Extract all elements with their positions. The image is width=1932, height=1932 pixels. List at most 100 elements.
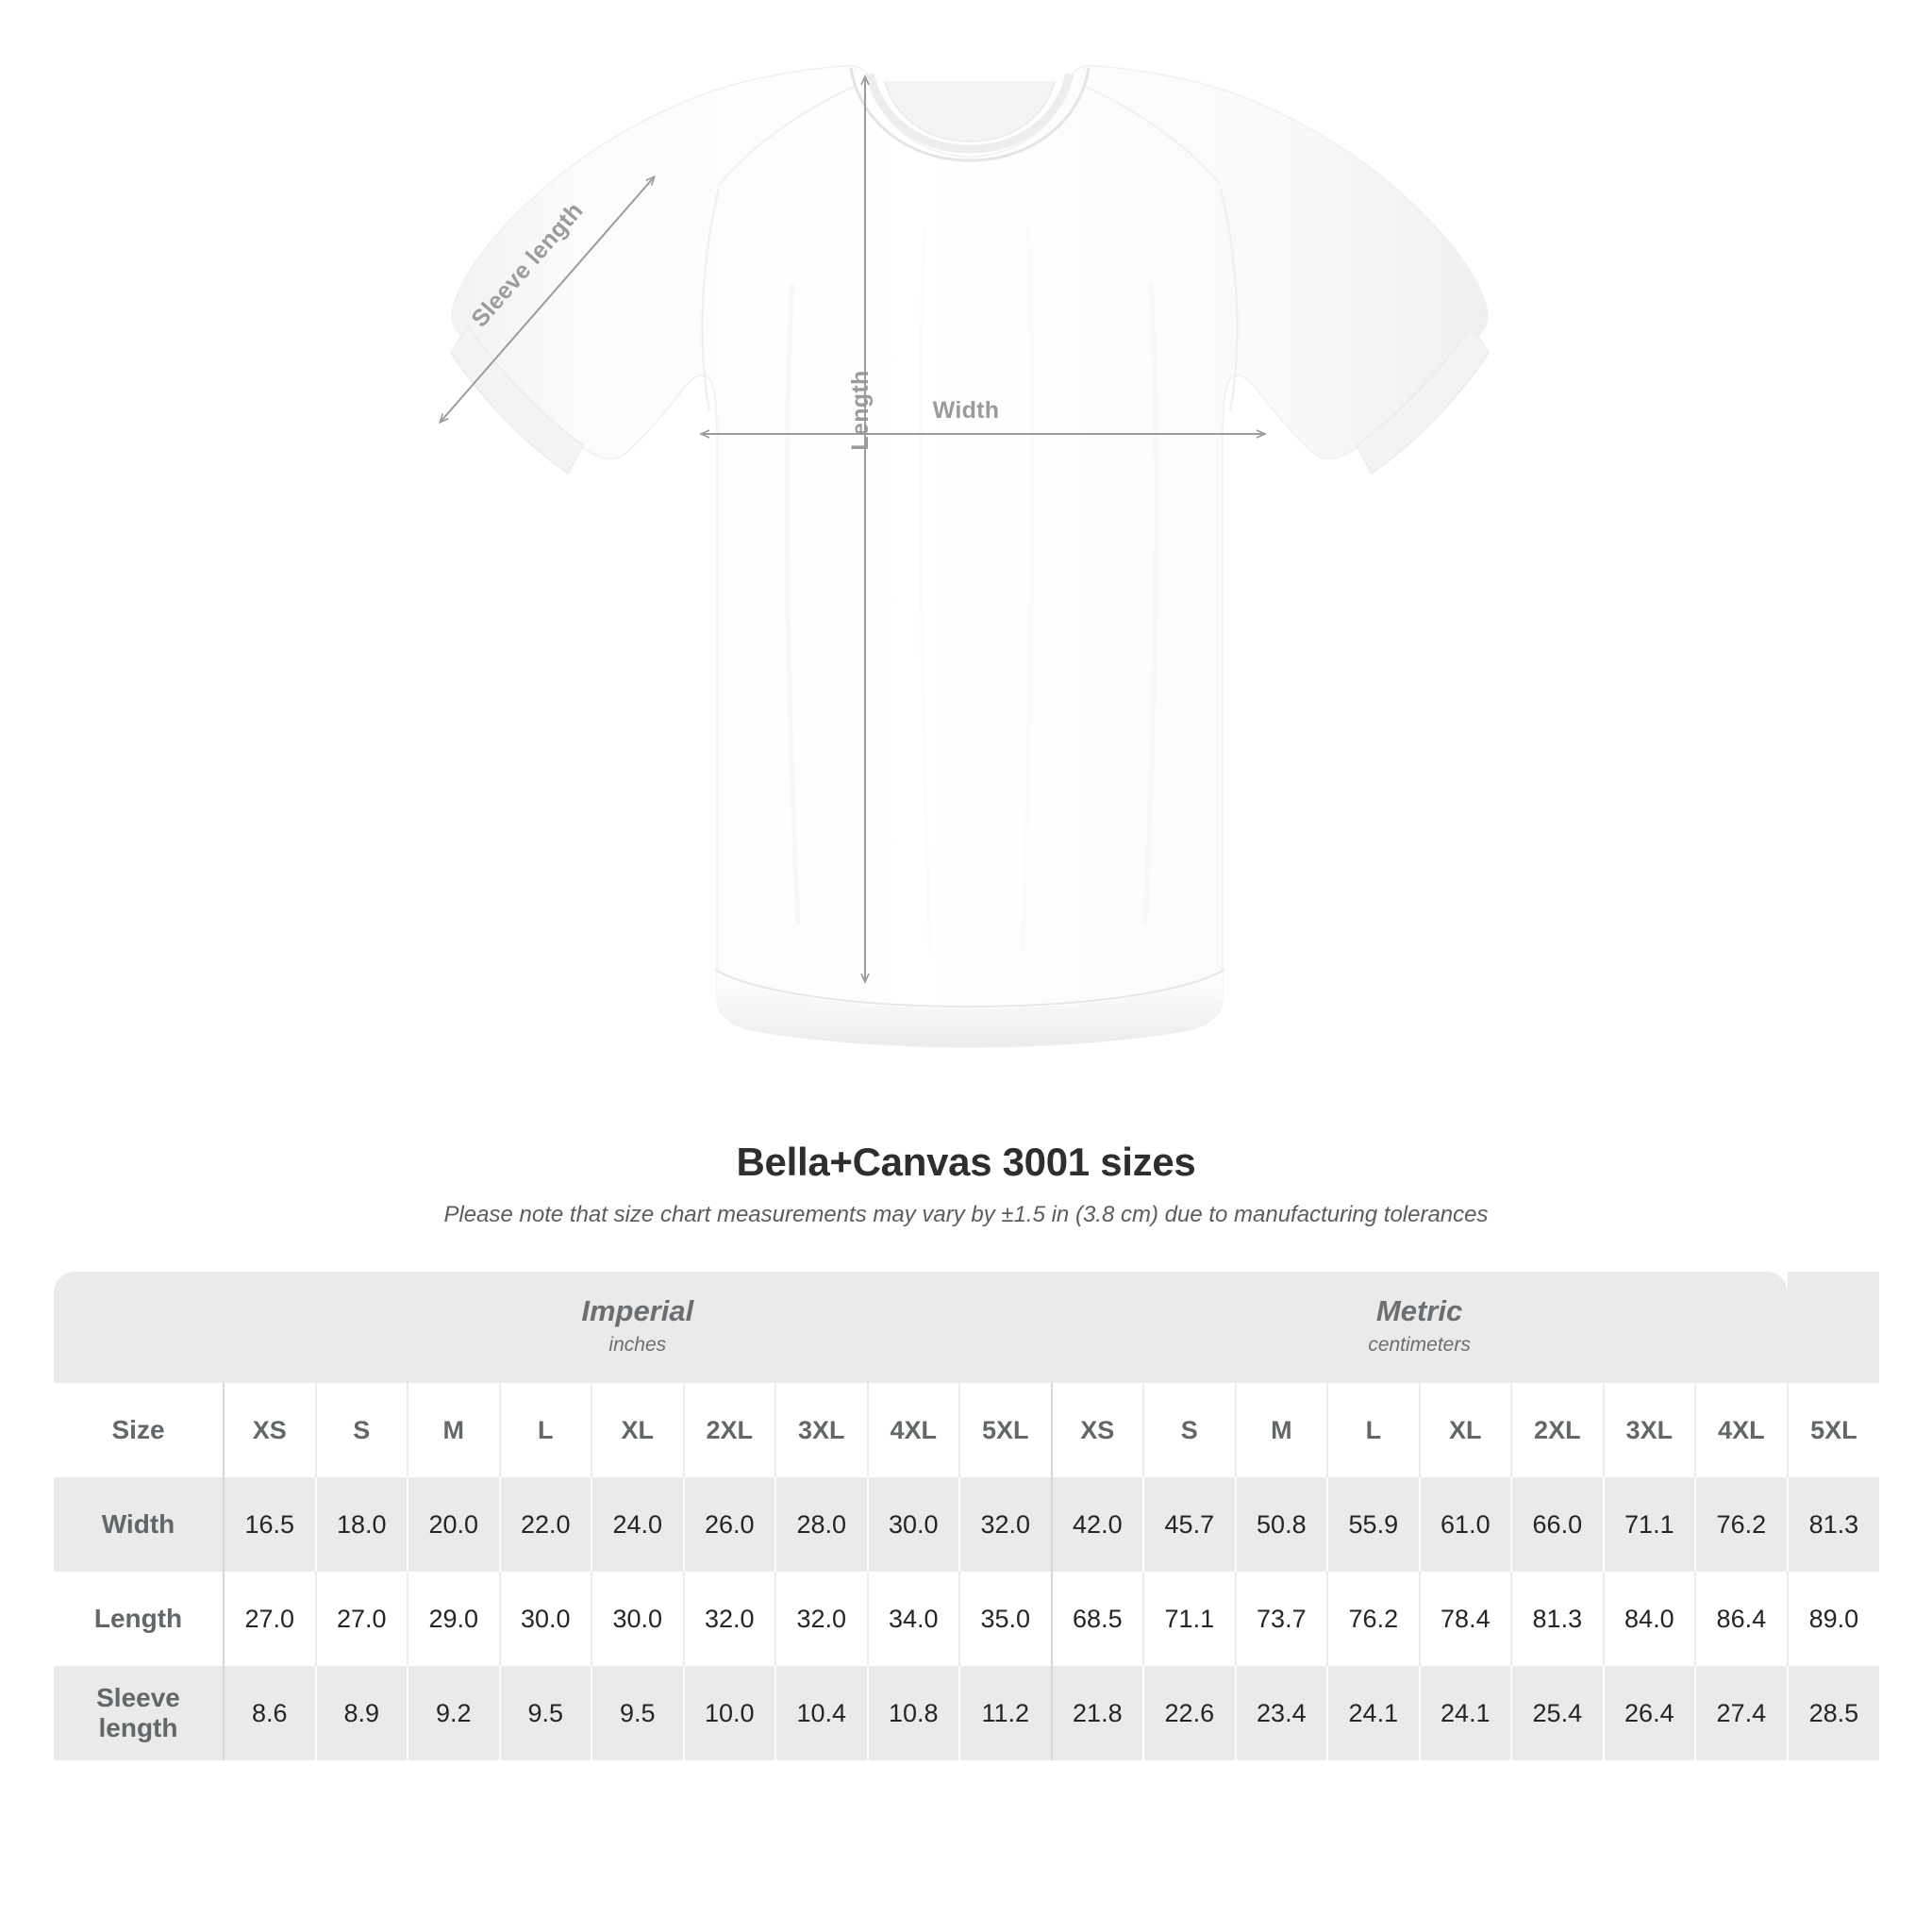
unit-metric-name: Metric: [1375, 1293, 1463, 1327]
page-title: Bella+Canvas 3001 sizes: [736, 1140, 1196, 1184]
armhole-seam-left: [701, 188, 721, 412]
cell-length-imp-5xl: 35.0: [958, 1572, 1052, 1666]
shirt-collar-rib: [865, 72, 1074, 154]
cell-sleeve-met-xl: 24.1: [1418, 1666, 1512, 1760]
col-header-met-xs: XS: [1050, 1383, 1144, 1477]
size-table-container: Imperial inches Metric centimeters Size …: [54, 1272, 1880, 1760]
col-header-imp-4xl: 4XL: [866, 1383, 959, 1477]
unit-metric-tail: [1787, 1272, 1880, 1383]
fabric-fold-4: [1021, 225, 1035, 954]
cell-length-imp-xl: 30.0: [591, 1572, 684, 1666]
tshirt-diagram: Length Width Sleeve length: [439, 65, 1490, 1048]
cell-width-imp-xs: 16.5: [223, 1477, 316, 1572]
col-header-imp-xs: XS: [223, 1383, 316, 1477]
shoulder-seam-right: [1085, 85, 1222, 186]
unit-imperial-name: Imperial: [581, 1293, 694, 1327]
cell-length-met-l: 76.2: [1326, 1572, 1420, 1666]
cell-length-met-5xl: 89.0: [1786, 1572, 1880, 1666]
cell-width-met-5xl: 81.3: [1786, 1477, 1880, 1572]
cell-length-met-xs: 68.5: [1050, 1572, 1144, 1666]
shoulder-seam-left: [718, 85, 855, 186]
cell-length-met-4xl: 86.4: [1694, 1572, 1788, 1666]
col-header-met-2xl: 2XL: [1510, 1383, 1604, 1477]
header-size-label: Size: [54, 1383, 224, 1477]
col-header-met-xl: XL: [1418, 1383, 1512, 1477]
cell-width-met-m: 50.8: [1234, 1477, 1328, 1572]
cell-length-imp-2xl: 32.0: [682, 1572, 775, 1666]
cell-width-imp-s: 18.0: [314, 1477, 408, 1572]
cell-width-met-xl: 61.0: [1418, 1477, 1512, 1572]
cell-sleeve-met-l: 24.1: [1326, 1666, 1420, 1760]
cell-width-met-2xl: 66.0: [1510, 1477, 1604, 1572]
col-header-met-s: S: [1142, 1383, 1236, 1477]
cell-length-imp-s: 27.0: [314, 1572, 408, 1666]
cell-length-imp-3xl: 32.0: [774, 1572, 868, 1666]
col-header-imp-l: L: [498, 1383, 591, 1477]
cell-sleeve-imp-l: 9.5: [498, 1666, 591, 1760]
cell-sleeve-met-s: 22.6: [1142, 1666, 1236, 1760]
sleeve-length-arrow: [439, 175, 656, 425]
fabric-fold-2: [1142, 282, 1159, 925]
cell-sleeve-met-xs: 21.8: [1050, 1666, 1144, 1760]
cell-sleeve-imp-3xl: 10.4: [774, 1666, 868, 1760]
cell-length-imp-xs: 27.0: [223, 1572, 316, 1666]
col-header-imp-s: S: [314, 1383, 408, 1477]
fabric-fold-1: [784, 282, 801, 925]
cell-length-imp-m: 29.0: [407, 1572, 500, 1666]
cell-length-met-s: 71.1: [1142, 1572, 1236, 1666]
armhole-seam-right: [1219, 188, 1239, 412]
shirt-hem-line: [714, 969, 1225, 1008]
col-header-imp-2xl: 2XL: [682, 1383, 775, 1477]
cell-length-met-3xl: 84.0: [1602, 1572, 1696, 1666]
cell-sleeve-met-3xl: 26.4: [1602, 1666, 1696, 1760]
cell-sleeve-met-4xl: 27.4: [1694, 1666, 1788, 1760]
row-label-length: Length: [54, 1572, 224, 1666]
col-header-met-l: L: [1326, 1383, 1420, 1477]
fabric-fold-3: [918, 225, 932, 954]
cell-width-imp-5xl: 32.0: [958, 1477, 1052, 1572]
cell-sleeve-imp-2xl: 10.0: [682, 1666, 775, 1760]
cell-sleeve-imp-4xl: 10.8: [866, 1666, 959, 1760]
cell-width-imp-xl: 24.0: [591, 1477, 684, 1572]
col-header-imp-5xl: 5XL: [958, 1383, 1052, 1477]
row-label-sleeve-length: Sleeve length: [54, 1666, 224, 1760]
table-row: Width 16.5 18.0 20.0 22.0 24.0 26.0 28.0…: [54, 1477, 1880, 1572]
cell-sleeve-imp-s: 8.9: [314, 1666, 408, 1760]
cell-length-imp-l: 30.0: [498, 1572, 591, 1666]
unit-group-imperial: Imperial inches: [224, 1272, 1052, 1383]
cell-width-met-3xl: 71.1: [1602, 1477, 1696, 1572]
cell-sleeve-met-5xl: 28.5: [1786, 1666, 1880, 1760]
col-header-met-5xl: 5XL: [1786, 1383, 1880, 1477]
width-label: Width: [933, 397, 1000, 424]
cell-width-imp-m: 20.0: [407, 1477, 500, 1572]
cell-length-met-xl: 78.4: [1418, 1572, 1512, 1666]
unit-header-row: Imperial inches Metric centimeters: [54, 1272, 1880, 1383]
cell-width-met-l: 55.9: [1326, 1477, 1420, 1572]
cell-width-imp-2xl: 26.0: [682, 1477, 775, 1572]
cell-sleeve-met-2xl: 25.4: [1510, 1666, 1604, 1760]
cell-sleeve-imp-m: 9.2: [407, 1666, 500, 1760]
cell-length-imp-4xl: 34.0: [866, 1572, 959, 1666]
title-block: Bella+Canvas 3001 sizes Please note that…: [0, 1140, 1932, 1228]
unit-metric-sub: centimeters: [1368, 1334, 1471, 1356]
length-label: Length: [847, 370, 874, 450]
cell-width-imp-4xl: 30.0: [866, 1477, 959, 1572]
row-label-width: Width: [54, 1477, 224, 1572]
cell-length-met-2xl: 81.3: [1510, 1572, 1604, 1666]
cell-sleeve-met-m: 23.4: [1234, 1666, 1328, 1760]
cell-width-imp-l: 22.0: [498, 1477, 591, 1572]
table-row: Length 27.0 27.0 29.0 30.0 30.0 32.0 32.…: [54, 1572, 1880, 1666]
size-table: Imperial inches Metric centimeters Size …: [54, 1272, 1880, 1760]
unit-spacer: [54, 1272, 224, 1383]
shirt-collar-inner: [884, 80, 1056, 143]
cell-width-imp-3xl: 28.0: [774, 1477, 868, 1572]
cell-width-met-4xl: 76.2: [1694, 1477, 1788, 1572]
tshirt-illustration: [450, 65, 1490, 1048]
col-header-imp-m: M: [407, 1383, 500, 1477]
cell-sleeve-imp-5xl: 11.2: [958, 1666, 1052, 1760]
cell-sleeve-imp-xl: 9.5: [591, 1666, 684, 1760]
shirt-hem: [717, 972, 1223, 1047]
col-header-met-3xl: 3XL: [1602, 1383, 1696, 1477]
col-header-imp-xl: XL: [591, 1383, 684, 1477]
